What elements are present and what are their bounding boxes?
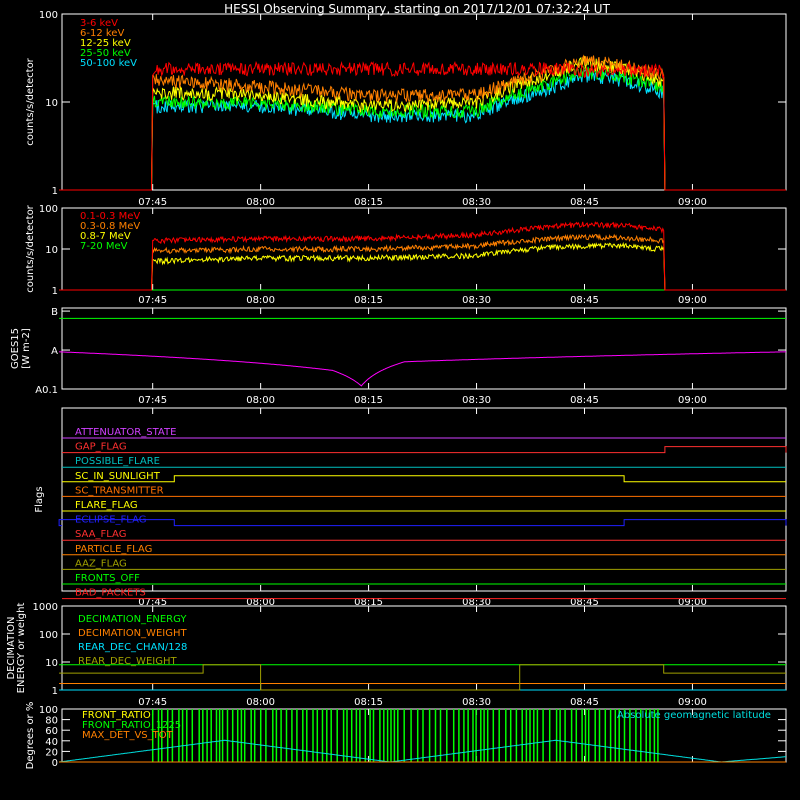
flag-label: ECLIPSE_FLAG — [75, 515, 146, 526]
y-axis-label: counts/s/detector — [25, 204, 36, 292]
y-tick-label: 80 — [45, 716, 58, 727]
legend-entry: REAR_DEC_WEIGHT — [78, 656, 177, 667]
y-tick-label: 1000 — [33, 602, 58, 613]
x-tick-label: 08:00 — [246, 295, 275, 306]
y-axis-label: GOES15 — [10, 328, 21, 369]
legend-entry: REAR_DEC_CHAN/128 — [78, 642, 187, 653]
flag-label: FLARE_FLAG — [75, 500, 138, 511]
series-line — [59, 70, 786, 190]
x-tick-label: 08:45 — [570, 197, 599, 208]
x-tick-label: 08:30 — [462, 697, 491, 708]
legend-entry: 7-20 MeV — [80, 241, 128, 252]
y-tick-label: 0 — [52, 758, 58, 769]
y-tick-label: B — [51, 307, 58, 318]
y-tick-label: 1 — [52, 286, 58, 297]
y-tick-label: 10 — [45, 658, 58, 669]
flag-label: SC_TRANSMITTER — [75, 485, 164, 496]
x-tick-label: 07:45 — [138, 197, 167, 208]
y-tick-label: 100 — [39, 705, 58, 716]
legend-entry: 50-100 keV — [80, 58, 137, 69]
x-tick-label: 08:00 — [246, 697, 275, 708]
x-tick-label: 08:15 — [354, 697, 383, 708]
flag-label: BAD_PACKETS — [75, 588, 146, 599]
x-tick-label: 08:30 — [462, 395, 491, 406]
y-tick-label: 1 — [52, 186, 58, 197]
flag-label: GAP_FLAG — [75, 442, 127, 453]
series-line — [59, 67, 786, 190]
flag-line — [62, 476, 786, 482]
legend-entry: Absolute geomagnetic latitude — [617, 710, 771, 721]
y-tick-label: A — [51, 346, 58, 357]
flag-label: ATTENUATOR_STATE — [75, 427, 176, 438]
x-tick-label: 08:45 — [570, 395, 599, 406]
series-line — [59, 56, 786, 191]
x-tick-label: 08:15 — [354, 197, 383, 208]
flag-label: POSSIBLE_FLARE — [75, 456, 160, 467]
flag-label: AAZ_FLAG — [75, 558, 127, 569]
flag-line — [59, 520, 786, 526]
x-tick-label: 08:00 — [246, 197, 275, 208]
x-tick-label: 08:30 — [462, 295, 491, 306]
x-tick-label: 08:15 — [354, 395, 383, 406]
x-tick-label: 07:45 — [138, 395, 167, 406]
x-tick-label: 07:45 — [138, 295, 167, 306]
y-axis-label: counts/s/detector — [25, 57, 36, 145]
y-axis-label: Degrees or % — [25, 702, 36, 770]
flag-label: FRONTS_OFF — [75, 573, 140, 584]
legend-entry: DECIMATION_ENERGY — [78, 614, 187, 625]
y-tick-label: 100 — [39, 10, 58, 21]
flag-label: SC_IN_SUNLIGHT — [75, 471, 161, 482]
y-axis-label: Flags — [34, 486, 45, 512]
x-tick-label: 07:45 — [138, 697, 167, 708]
y-tick-label: 10 — [45, 245, 58, 256]
x-tick-label: 08:30 — [462, 197, 491, 208]
panels: 07:45 08:00 08:15 08:30 08:45 09:00 counts/s/d… — [6, 10, 786, 769]
y-axis-label: ENERGY or weight — [16, 603, 27, 694]
x-tick-label: 09:00 — [678, 697, 707, 708]
y-tick-label: 60 — [45, 726, 58, 737]
x-tick-label: 09:00 — [678, 295, 707, 306]
legend-entry: MAX_DET_VS_TOT — [82, 730, 174, 741]
y-tick-label: 100 — [39, 204, 58, 215]
x-tick-label: 08:00 — [246, 395, 275, 406]
flag-line — [62, 447, 786, 453]
flag-label: PARTICLE_FLAG — [75, 544, 152, 555]
flag-label: SAA_FLAG — [75, 529, 126, 540]
y-tick-label: 100 — [39, 630, 58, 641]
panel-frame — [62, 308, 786, 389]
x-tick-label: 08:15 — [354, 295, 383, 306]
x-tick-label: 09:00 — [678, 197, 707, 208]
y-axis-unit: [W m-2] — [21, 328, 32, 369]
y-tick-label: 40 — [45, 737, 58, 748]
x-tick-label: 09:00 — [678, 395, 707, 406]
y-tick-label: 10 — [45, 98, 58, 109]
series-line — [59, 352, 786, 386]
legend-entry: DECIMATION_WEIGHT — [78, 628, 187, 639]
x-tick-label: 08:45 — [570, 697, 599, 708]
y-tick-label: 20 — [45, 747, 58, 758]
series-line — [59, 57, 786, 190]
y-tick-label: A0.1 — [35, 385, 58, 396]
y-tick-label: 1 — [52, 686, 58, 697]
x-tick-label: 08:45 — [570, 295, 599, 306]
series-line — [59, 665, 786, 690]
